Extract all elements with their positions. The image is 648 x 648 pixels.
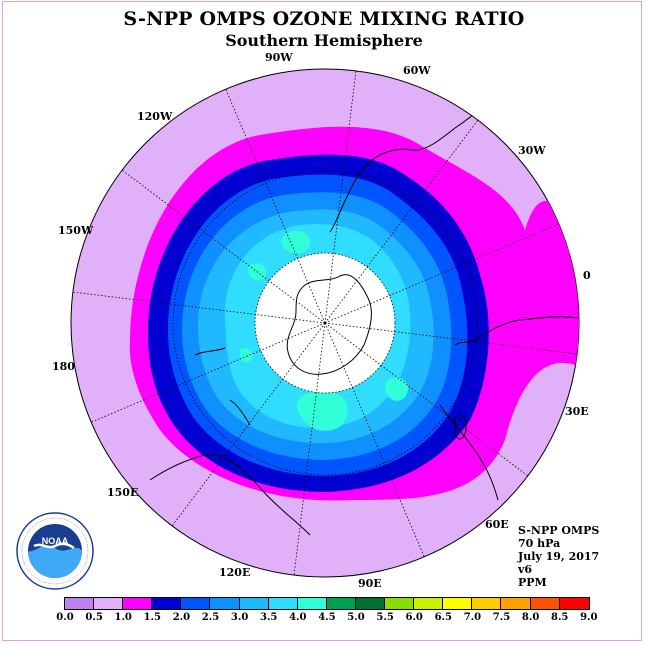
lon-label-120e: 120E: [219, 566, 251, 579]
africa-outline: [454, 316, 579, 346]
south-america-outline: [329, 94, 496, 233]
meridian-line: [324, 322, 529, 477]
colorbar-tick-label: 4.5: [318, 612, 336, 623]
colorbar-swatch: [268, 598, 298, 609]
info-units: PPM: [518, 576, 547, 589]
colorbar-tick-label: 5.0: [347, 612, 365, 623]
colorbar-tick-label: 8.5: [550, 612, 569, 623]
colorbar-tick-label: 7.5: [492, 612, 511, 623]
meridian-line: [293, 322, 326, 576]
lon-label-30w: 30W: [518, 144, 546, 157]
meridian-line: [225, 89, 326, 324]
svg-text:NOAA: NOAA: [42, 536, 69, 546]
noaa-logo: NOAA: [16, 512, 94, 590]
meridian-line: [324, 70, 357, 324]
colorbar-swatch: [530, 598, 560, 609]
colorbar-swatch: [65, 598, 95, 609]
colorbar-swatch: [355, 598, 386, 609]
lon-label-90e: 90E: [358, 577, 382, 590]
colorbar-tick-label: 9.0: [580, 612, 598, 623]
meridian-line: [324, 322, 578, 355]
colorbar-swatch: [152, 598, 182, 609]
colorbar-tick-label: 1.0: [114, 612, 132, 623]
info-satellite: S-NPP OMPS: [518, 524, 600, 537]
colorbar-swatch: [414, 598, 444, 609]
colorbar-swatch: [181, 598, 211, 609]
info-block: S-NPP OMPS 70 hPa July 19, 2017 v6 PPM: [518, 524, 599, 589]
colorbar-swatch: [210, 598, 240, 609]
meridian-line: [72, 291, 326, 324]
band-4-0-blob: [296, 391, 348, 431]
colorbar-tick-label: 0.5: [85, 612, 103, 623]
colorbar-tick-label: 3.5: [259, 612, 278, 623]
lon-label-150w: 150W: [58, 224, 94, 237]
colorbar-tick-label: 8.0: [521, 612, 540, 623]
meridian-line: [171, 322, 326, 527]
info-version: v6: [518, 563, 533, 576]
info-pressure-level: 70 hPa: [518, 537, 561, 550]
new-zealand-outline: [194, 347, 226, 356]
latitude-circle: [172, 170, 478, 476]
colorbar-tick-label: 2.0: [172, 612, 191, 623]
antarctica-outline: [286, 274, 372, 375]
colorbar-swatch: [123, 598, 153, 609]
meridian-line: [324, 119, 479, 324]
lon-label-30e: 30E: [565, 405, 589, 418]
band-4-0-blob: [240, 348, 253, 363]
colorbar-swatch: [501, 598, 531, 609]
band-4-0-blob: [385, 377, 408, 401]
colorbar-swatch: [385, 598, 415, 609]
lon-label-150e: 150E: [107, 486, 139, 499]
colorbar-tick-label: 7.0: [463, 612, 482, 623]
colorbar-tick-label: 0.0: [56, 612, 74, 623]
map-title: S-NPP OMPS OZONE MIXING RATIO: [123, 8, 525, 30]
colorbar-tick-label: 6.5: [434, 612, 452, 623]
meridian-line: [121, 169, 326, 324]
australia-outline: [149, 454, 311, 536]
colorbar-tick-label: 1.5: [143, 612, 161, 623]
colorbar-tick-label: 4.0: [289, 612, 307, 623]
lon-label-60w: 60W: [403, 64, 431, 77]
colorbar-tick-label: 2.5: [201, 612, 220, 623]
meridian-line: [324, 223, 559, 324]
lon-label-0: 0: [583, 269, 591, 282]
colorbar-swatch: [94, 598, 124, 609]
colorbar-swatch: [239, 598, 269, 609]
lon-label-60e: 60E: [485, 518, 509, 531]
madagascar-outline: [454, 415, 467, 440]
lon-label-180: 180: [52, 360, 75, 373]
meridian-line: [91, 322, 326, 423]
new-zealand-outline-2: [229, 399, 251, 426]
colorbar-swatch: [443, 598, 473, 609]
colorbar: [64, 597, 590, 610]
band-4-0-blob: [281, 230, 311, 254]
lon-label-120w: 120W: [137, 110, 173, 123]
colorbar-tick-label: 6.0: [405, 612, 423, 623]
south-pole-marker: [323, 321, 327, 325]
lon-label-90w: 90W: [265, 51, 293, 64]
colorbar-swatch: [559, 598, 589, 609]
colorbar-swatch: [326, 598, 356, 609]
africa-outline-2: [439, 404, 499, 501]
colorbar-swatch: [472, 598, 502, 609]
meridian-line: [324, 322, 425, 557]
info-date: July 19, 2017: [518, 550, 600, 563]
latitude-circle: [254, 252, 396, 394]
colorbar-swatch: [297, 598, 327, 609]
map-subtitle: Southern Hemisphere: [225, 31, 423, 50]
colorbar-tick-label: 5.5: [376, 612, 394, 623]
colorbar-tick-label: 3.0: [230, 612, 249, 623]
